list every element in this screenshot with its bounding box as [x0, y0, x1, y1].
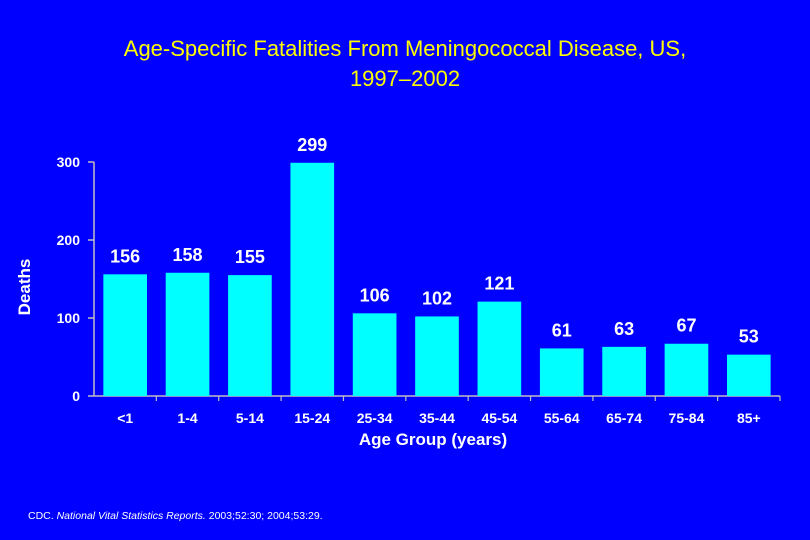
data-label: 158	[173, 245, 203, 265]
chart-title: Age-Specific Fatalities From Meningococc…	[10, 34, 800, 94]
x-tick-label: 1-4	[177, 410, 197, 426]
x-tick-label: 75-84	[669, 410, 705, 426]
y-tick-label: 0	[72, 388, 80, 404]
bar	[539, 348, 584, 396]
x-tick-label: 85+	[737, 410, 761, 426]
title-line-1: Age-Specific Fatalities From Meningococc…	[123, 36, 687, 61]
y-tick-label: 100	[57, 310, 81, 326]
data-label: 67	[676, 316, 696, 336]
bar	[228, 275, 272, 396]
data-label: 155	[235, 247, 265, 267]
data-label: 106	[360, 285, 390, 305]
x-tick-label: 25-34	[357, 410, 393, 426]
x-tick-label: 35-44	[419, 410, 455, 426]
bar	[726, 354, 771, 396]
x-tick-label: <1	[117, 410, 133, 426]
chart-axes: 0 100 200 300 Deaths Age Group (years)	[15, 154, 781, 449]
title-line-2: 1997–2002	[349, 66, 461, 91]
data-label: 53	[739, 327, 759, 347]
citation-suffix: 2003;52:30; 2004;53:29.	[205, 510, 323, 522]
y-tick-label: 200	[57, 232, 81, 248]
chart-labels: <1 156 1-4 158 5-14 155 15-24 299 25-34 106 35-44 1…	[110, 135, 761, 426]
data-label: 299	[297, 135, 327, 155]
data-label: 156	[110, 246, 140, 266]
citation-journal: National Vital Statistics Reports.	[56, 510, 206, 522]
x-tick-label: 15-24	[294, 410, 330, 426]
bar	[290, 162, 335, 396]
x-tick-label: 55-64	[544, 410, 580, 426]
chart-bars	[103, 162, 771, 396]
citation: CDC. National Vital Statistics Reports. …	[28, 510, 323, 522]
y-axis-title: Deaths	[15, 259, 34, 316]
bar	[165, 272, 210, 396]
bar	[602, 346, 646, 396]
x-tick-label: 5-14	[236, 410, 264, 426]
y-tick-label: 300	[57, 154, 81, 170]
bar	[103, 274, 148, 396]
data-label: 63	[614, 319, 634, 339]
x-tick-label: 65-74	[606, 410, 642, 426]
x-axis-title: Age Group (years)	[359, 430, 507, 449]
bar	[415, 316, 459, 396]
citation-prefix: CDC.	[28, 510, 57, 522]
x-tick-label: 45-54	[481, 410, 517, 426]
data-label: 61	[552, 320, 572, 340]
bar	[664, 343, 709, 396]
data-label: 102	[422, 288, 452, 308]
bar	[352, 313, 397, 396]
bar	[477, 301, 522, 396]
data-label: 121	[484, 274, 514, 294]
